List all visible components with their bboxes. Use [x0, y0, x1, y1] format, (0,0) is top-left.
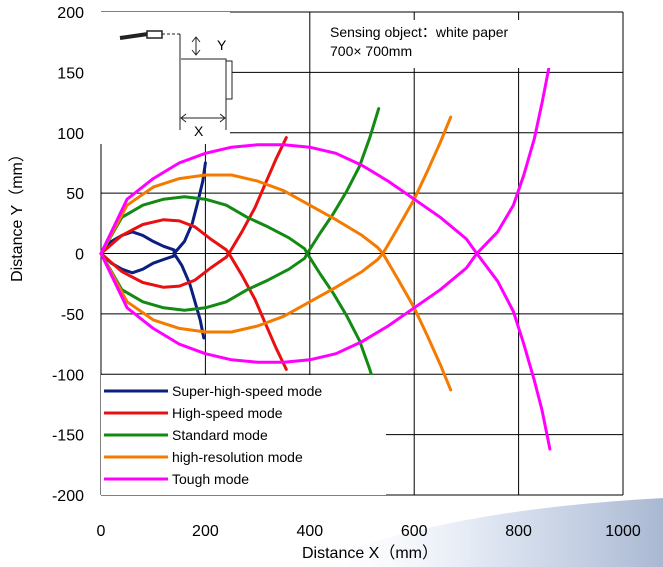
series-line-right-up — [475, 61, 552, 255]
series-line-upper — [99, 218, 231, 255]
y-axis-title: Distance Y（mm） — [8, 146, 26, 282]
series-2 — [99, 136, 288, 371]
x-tick-label: 600 — [401, 523, 428, 540]
series-4 — [99, 115, 453, 392]
series-line-right-up — [381, 115, 453, 255]
sensor-icon — [146, 30, 163, 39]
inset-background — [100, 12, 230, 144]
y-offset-arrow — [191, 36, 201, 56]
y-tick-label: -200 — [52, 488, 84, 505]
series-line-right-up — [227, 136, 288, 255]
series-line-upper — [99, 143, 479, 255]
x-tick-label: 0 — [97, 523, 106, 540]
legend-label: Standard mode — [172, 427, 268, 443]
legend-label: Tough mode — [172, 471, 249, 487]
inset-x-label: X — [194, 123, 204, 139]
x-tick-label: 800 — [505, 523, 532, 540]
x-tick-label: 1000 — [605, 523, 641, 540]
legend: Super-high-speed mode High-speed mode Stan… — [101, 375, 386, 495]
annotation-background — [320, 20, 575, 68]
y-tick-label: 200 — [57, 5, 84, 22]
x-axis-title: Distance X（mm） — [302, 544, 438, 562]
series-3 — [99, 107, 381, 400]
y-tick-label: -50 — [61, 307, 84, 324]
series-line-right-down — [381, 252, 453, 392]
inset-diagram: Y X — [100, 12, 233, 144]
series-lines — [99, 61, 552, 451]
y-tick-label: 100 — [57, 126, 84, 143]
sensor-cable — [119, 32, 149, 40]
legend-label: High-speed mode — [172, 405, 283, 421]
y-tick-label: 50 — [66, 186, 84, 203]
series-line-right-up — [305, 107, 381, 255]
y-tick-label: -150 — [52, 428, 84, 445]
series-5 — [99, 61, 552, 451]
y-tick-label: 0 — [75, 247, 84, 264]
series-line-right-down — [475, 252, 552, 451]
series-line-upper — [99, 195, 309, 255]
series-line-lower — [99, 252, 479, 364]
legend-label: high-resolution mode — [172, 449, 303, 465]
inset-y-label: Y — [217, 37, 227, 53]
series-line-right-down — [172, 252, 206, 340]
y-tick-label: 150 — [57, 65, 84, 82]
legend-label: Super-high-speed mode — [172, 383, 322, 399]
series-line-lower — [99, 252, 309, 312]
series-line-upper — [99, 173, 385, 255]
y-tick-label: -100 — [52, 367, 84, 384]
series-line-upper — [99, 230, 176, 255]
series-line-lower — [99, 252, 385, 334]
series-1 — [99, 161, 207, 340]
x-tick-label: 200 — [192, 523, 219, 540]
x-tick-label: 400 — [296, 523, 323, 540]
object-outline — [181, 58, 227, 130]
x-distance-arrow — [180, 113, 226, 123]
annotation-line1: Sensing object：white paper — [330, 24, 509, 40]
tick-labels: 0 200 400 600 800 1000 200 150 100 50 0 -50 -100 -150… — [52, 5, 641, 540]
series-line-right-down — [227, 252, 288, 371]
series-line-right-down — [305, 252, 381, 400]
series-line-lower — [99, 252, 231, 289]
series-line-right-up — [172, 161, 207, 255]
annotation-line2: 700× 700mm — [330, 43, 412, 59]
target-object — [225, 60, 233, 100]
